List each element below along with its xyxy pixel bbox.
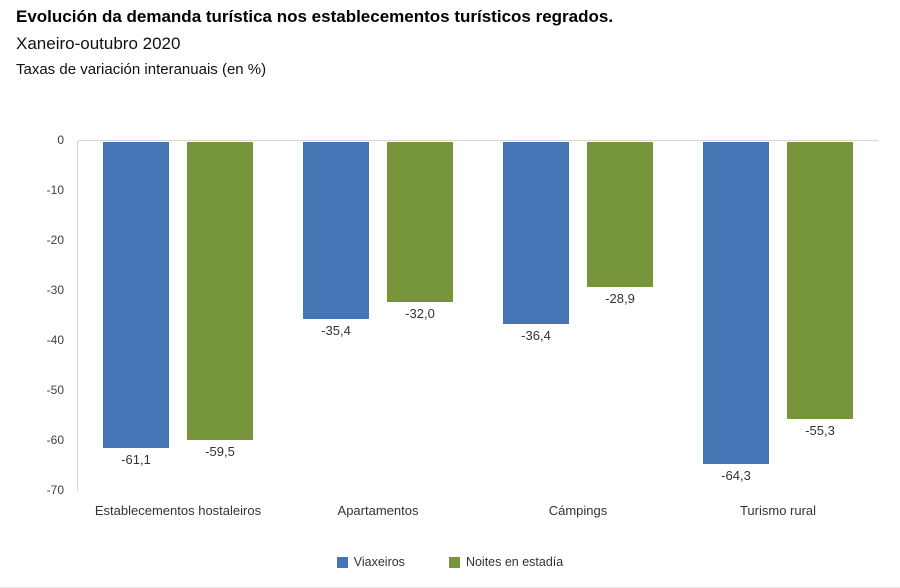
bar-value-label: -55,3 bbox=[805, 422, 835, 438]
y-axis-tick-label: -60 bbox=[46, 433, 64, 447]
bar-value-label: -36,4 bbox=[521, 328, 551, 343]
bar-viaxeiros-3 bbox=[703, 142, 769, 464]
bar-value-label: -35,4 bbox=[321, 323, 351, 338]
legend-item-viaxeiros: Viaxeiros bbox=[336, 555, 405, 569]
bar-value-label: -59,5 bbox=[205, 443, 235, 459]
legend-label: Viaxeiros bbox=[353, 555, 405, 569]
x-axis-category-label: Cámpings bbox=[548, 503, 608, 518]
y-axis-tick-label: -70 bbox=[46, 483, 64, 497]
y-axis-tick-label: -20 bbox=[46, 233, 64, 247]
bar-noites-3 bbox=[787, 142, 853, 419]
x-axis-category-label: Turismo rural bbox=[739, 503, 817, 518]
legend-swatch-icon bbox=[336, 557, 348, 568]
bar-value-label: -32,0 bbox=[405, 306, 435, 321]
bar-noites-0 bbox=[187, 142, 253, 440]
y-axis-tick-label: -40 bbox=[46, 333, 64, 347]
chart-title: Evolución da demanda turística nos estab… bbox=[16, 7, 614, 26]
bar-value-label: -64,3 bbox=[721, 467, 751, 483]
bar-noites-2 bbox=[587, 142, 653, 287]
bar-viaxeiros-0 bbox=[103, 142, 169, 448]
chart-subtitle: Xaneiro-outubro 2020 bbox=[16, 34, 181, 53]
bar-viaxeiros-1 bbox=[303, 142, 369, 319]
y-axis-line bbox=[77, 141, 78, 491]
y-axis-tick-label: -30 bbox=[46, 283, 64, 297]
zero-gridline bbox=[78, 140, 878, 141]
bar-viaxeiros-2 bbox=[503, 142, 569, 324]
legend-swatch-icon bbox=[448, 557, 460, 568]
legend-item-noites: Noites en estadía bbox=[448, 555, 564, 569]
legend: Viaxeiros Noites en estadía bbox=[0, 556, 900, 569]
bar-value-label: -28,9 bbox=[605, 290, 635, 306]
bar-noites-1 bbox=[387, 142, 453, 302]
legend-label: Noites en estadía bbox=[465, 555, 564, 569]
x-axis-category-label: Apartamentos bbox=[337, 503, 419, 518]
chart-units-note: Taxas de variación interanuais (en %) bbox=[16, 61, 267, 78]
bar-value-label: -61,1 bbox=[121, 451, 151, 467]
y-axis-tick-label: 0 bbox=[57, 133, 64, 147]
y-axis-tick-label: -50 bbox=[46, 383, 64, 397]
y-axis-tick-label: -10 bbox=[46, 183, 64, 197]
x-axis-category-label: Establecementos hostaleiros bbox=[94, 503, 262, 518]
